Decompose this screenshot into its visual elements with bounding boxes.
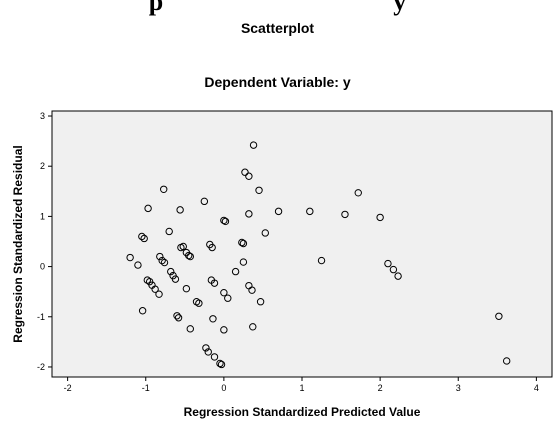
data-point — [255, 186, 263, 194]
data-point — [158, 256, 166, 265]
data-point — [173, 312, 181, 320]
data-point — [140, 234, 148, 243]
data-point — [220, 216, 228, 225]
data-point — [248, 286, 256, 294]
data-point — [209, 315, 217, 323]
data-point — [245, 172, 253, 180]
data-point — [261, 229, 269, 237]
data-point — [167, 267, 175, 276]
chart-type-label: Scatterplot — [240, 20, 315, 36]
data-point — [186, 325, 194, 333]
data-point — [317, 256, 326, 265]
y-tick-label: 2 — [40, 161, 45, 171]
data-point — [389, 265, 398, 274]
data-point — [306, 207, 314, 216]
data-point — [376, 213, 384, 222]
data-point — [160, 258, 169, 267]
data-point — [239, 239, 248, 248]
data-point — [186, 252, 194, 261]
data-point — [165, 227, 173, 236]
data-point — [208, 243, 216, 252]
x-axis-label: Regression Standardized Predicted Value — [184, 405, 421, 419]
data-point — [384, 259, 392, 268]
data-point — [231, 267, 240, 276]
data-point — [160, 185, 168, 193]
data-point — [202, 344, 210, 352]
data-point — [239, 258, 248, 266]
y-tick-label: -1 — [37, 312, 45, 322]
data-point — [176, 206, 184, 214]
data-point — [200, 197, 209, 206]
y-tick-label: -2 — [37, 362, 45, 372]
data-point — [249, 323, 257, 331]
x-tick-label: -1 — [142, 383, 150, 393]
data-point — [394, 272, 402, 280]
data-point — [217, 360, 226, 369]
y-axis: -2 -1 0 1 2 3 — [37, 111, 52, 372]
x-tick-label: 3 — [456, 383, 461, 393]
data-point — [274, 207, 283, 216]
data-point — [502, 357, 511, 365]
y-tick-label: 0 — [40, 262, 45, 272]
data-point — [195, 299, 203, 307]
data-point — [210, 279, 219, 287]
data-points — [126, 141, 511, 369]
data-point — [216, 359, 224, 368]
data-point — [174, 314, 183, 322]
data-point — [495, 312, 503, 320]
data-point — [134, 261, 142, 269]
data-point — [245, 210, 253, 218]
data-point — [126, 253, 134, 262]
data-point — [144, 204, 152, 213]
x-tick-label: 4 — [534, 383, 539, 393]
data-point — [256, 298, 265, 306]
y-tick-label: 3 — [40, 111, 45, 121]
data-point — [171, 275, 180, 283]
data-point — [204, 348, 212, 356]
cropped-heading-start: p — [148, 0, 164, 16]
y-tick-label: 1 — [40, 211, 45, 221]
data-point — [138, 307, 147, 315]
data-point — [249, 141, 258, 149]
data-point — [179, 242, 187, 251]
x-axis: -2 -1 0 1 2 3 4 — [64, 377, 539, 393]
plot-area — [51, 110, 553, 378]
data-point — [224, 294, 232, 302]
data-point — [185, 251, 193, 260]
data-point — [220, 326, 228, 334]
data-point — [220, 288, 228, 297]
data-point — [138, 232, 146, 241]
x-tick-label: 1 — [299, 383, 304, 393]
x-tick-label: 2 — [378, 383, 383, 393]
x-tick-label: 0 — [221, 383, 226, 393]
data-point — [238, 238, 246, 247]
data-point — [156, 252, 164, 261]
data-point — [210, 353, 219, 361]
data-point — [182, 284, 191, 293]
cropped-heading-end: y — [393, 0, 407, 16]
data-point — [151, 285, 159, 293]
y-axis-label: Regression Standardized Residual — [11, 145, 25, 342]
data-point — [155, 290, 163, 298]
chart-title: Dependent Variable: y — [204, 74, 351, 90]
data-point — [221, 217, 230, 226]
data-point — [341, 210, 349, 219]
data-point — [354, 189, 362, 197]
data-point — [241, 168, 249, 176]
x-tick-label: -2 — [64, 383, 72, 393]
